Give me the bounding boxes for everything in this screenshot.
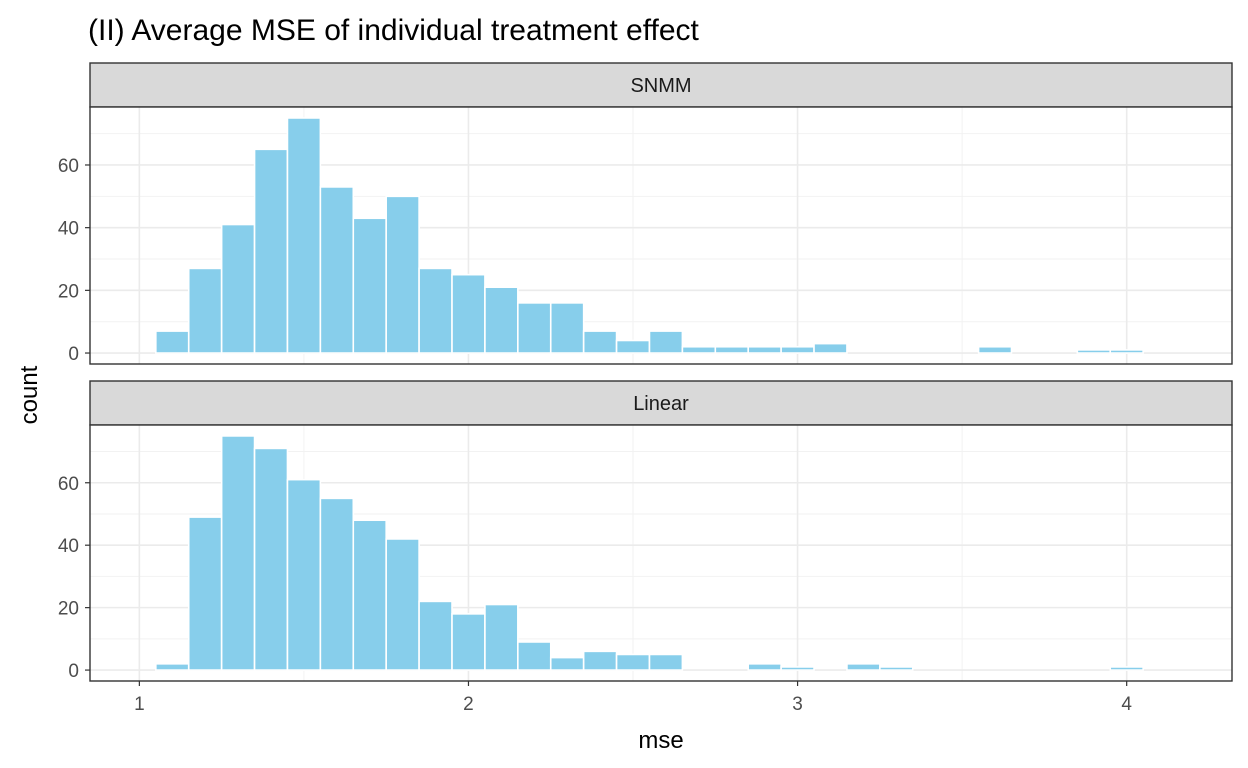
bar-linear-20 (780, 666, 815, 671)
bar-snmm-9 (418, 267, 453, 354)
plot-area: SNMM 0 20 40 60 Linear 0 20 40 60 1 2 3 4 (58, 62, 1233, 715)
strip-label-snmm: SNMM (630, 75, 691, 97)
bar-snmm-30 (1109, 349, 1144, 354)
bar-snmm-18 (714, 345, 750, 354)
y-tick-label: 20 (58, 599, 79, 620)
bar-linear-2 (187, 516, 223, 671)
strip-label-linear: Linear (633, 393, 689, 415)
bar-snmm-16 (648, 330, 684, 354)
bar-linear-9 (418, 600, 453, 671)
bar-snmm-2 (187, 267, 223, 354)
chart-title: (II) Average MSE of individual treatment… (88, 14, 700, 47)
bar-linear-15 (615, 653, 651, 671)
panel-border (89, 424, 1233, 682)
bar-snmm-1 (155, 330, 190, 354)
bar-snmm-13 (549, 302, 585, 354)
bar-linear-10 (451, 613, 486, 671)
y-tick-label: 60 (58, 474, 79, 495)
y-tick-label: 0 (68, 344, 79, 365)
strip-snmm (89, 62, 1233, 108)
strip-linear (89, 380, 1233, 426)
bar-snmm-3 (220, 223, 256, 354)
bar-linear-11 (484, 603, 519, 671)
bar-linear-4 (253, 447, 289, 671)
bar-snmm-10 (451, 273, 486, 354)
x-tick-label: 1 (134, 694, 145, 715)
bar-snmm-17 (681, 345, 717, 354)
bar-linear-1 (155, 663, 190, 671)
bar-snmm-21 (813, 342, 848, 354)
bar-snmm-8 (385, 195, 420, 354)
bar-linear-8 (385, 538, 420, 671)
bar-linear-16 (648, 653, 684, 671)
bar-snmm-26 (977, 345, 1013, 354)
y-tick-label: 20 (58, 281, 79, 302)
bar-snmm-4 (253, 148, 289, 354)
bar-linear-3 (220, 435, 256, 671)
bar-linear-6 (319, 497, 355, 671)
bar-snmm-5 (286, 117, 322, 354)
bar-linear-5 (286, 478, 322, 671)
bar-linear-13 (549, 656, 585, 671)
bar-linear-12 (517, 641, 552, 671)
bar-linear-7 (352, 519, 387, 671)
bar-snmm-12 (517, 302, 552, 354)
panel-snmm: SNMM 0 20 40 60 (58, 62, 1233, 365)
x-tick-label: 3 (792, 694, 803, 715)
bar-linear-30 (1109, 666, 1144, 671)
x-tick-label: 2 (463, 694, 474, 715)
bar-snmm-14 (582, 330, 618, 354)
bar-snmm-19 (747, 345, 782, 354)
bar-snmm-7 (352, 217, 387, 354)
y-tick-label: 0 (68, 661, 79, 682)
panel-linear: Linear 0 20 40 60 1 2 3 4 (58, 380, 1233, 715)
y-axis-title: count (16, 365, 43, 424)
bar-linear-22 (846, 663, 881, 671)
bar-linear-23 (879, 666, 914, 671)
x-tick-label: 4 (1121, 694, 1132, 715)
y-tick-label: 40 (58, 536, 79, 557)
bar-snmm-20 (780, 345, 815, 354)
bar-snmm-6 (319, 186, 355, 354)
bar-snmm-29 (1076, 349, 1112, 354)
panel-border (89, 106, 1233, 365)
x-axis-title: mse (638, 727, 683, 754)
bar-linear-14 (582, 650, 618, 671)
y-tick-label: 40 (58, 219, 79, 240)
bar-snmm-15 (615, 339, 651, 354)
bar-linear-19 (747, 663, 782, 671)
y-tick-label: 60 (58, 156, 79, 177)
bar-snmm-11 (484, 286, 519, 354)
